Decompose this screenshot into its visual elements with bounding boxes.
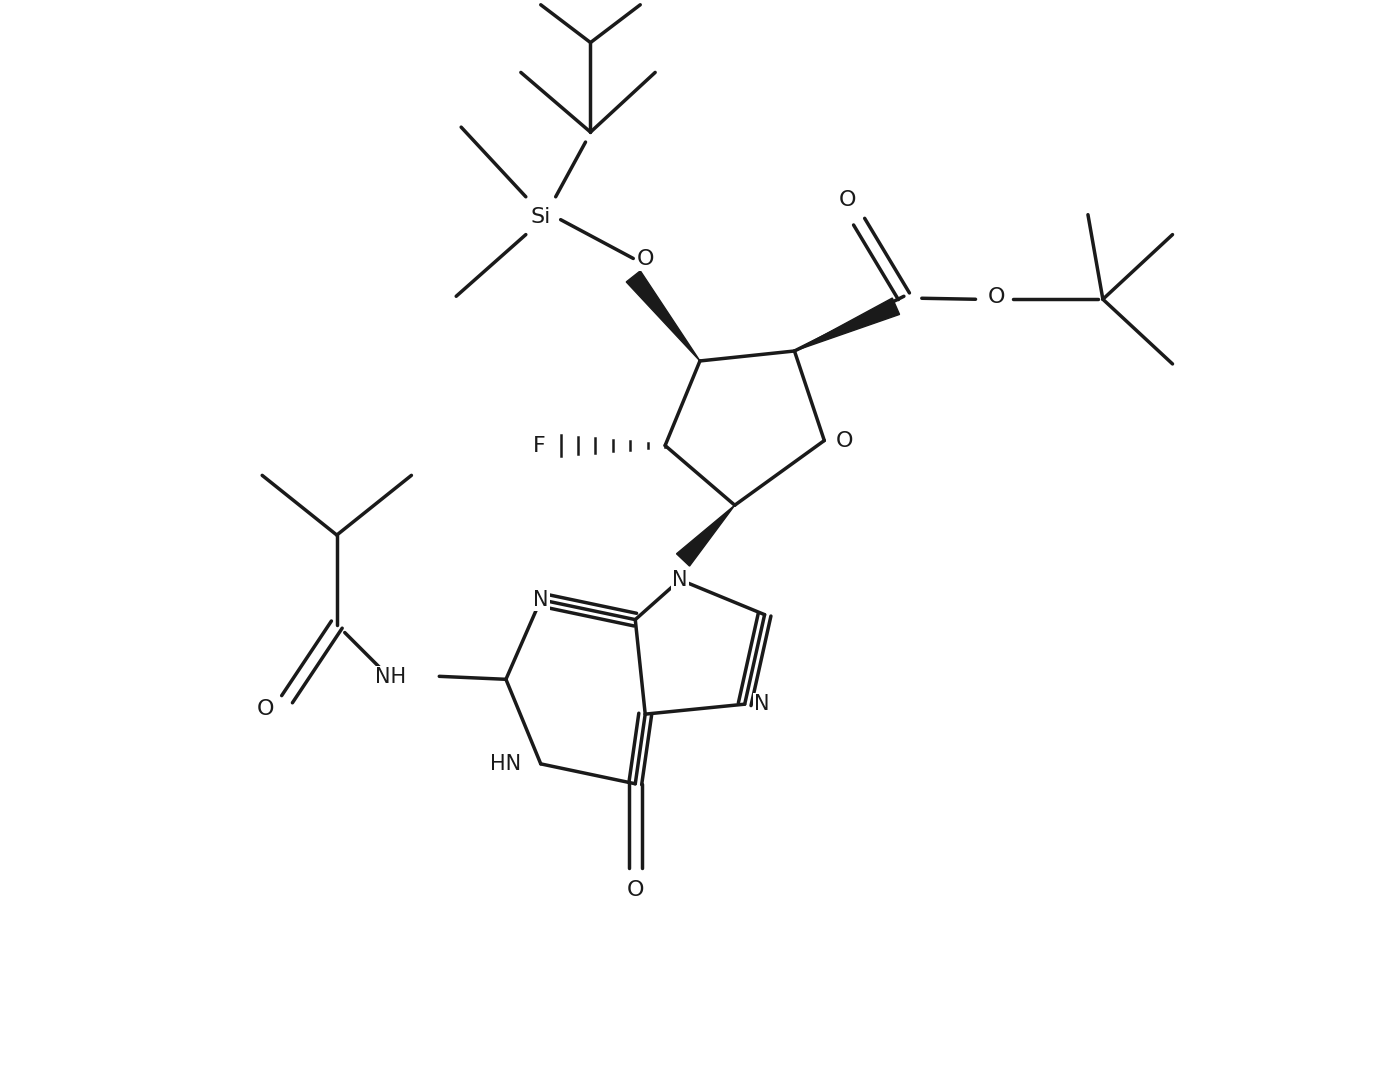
Text: HN: HN — [490, 754, 521, 774]
Polygon shape — [676, 505, 734, 566]
Polygon shape — [626, 270, 700, 361]
Text: NH: NH — [375, 667, 407, 688]
Text: O: O — [839, 190, 855, 209]
Text: O: O — [627, 881, 644, 900]
Text: N: N — [754, 694, 770, 714]
Text: N: N — [672, 570, 688, 590]
Text: F: F — [532, 436, 544, 456]
Text: N: N — [534, 590, 549, 609]
Text: O: O — [987, 288, 1005, 307]
Text: O: O — [836, 431, 852, 450]
Text: O: O — [256, 699, 274, 719]
Text: Si: Si — [531, 207, 551, 227]
Polygon shape — [795, 298, 899, 351]
Text: O: O — [637, 250, 654, 269]
